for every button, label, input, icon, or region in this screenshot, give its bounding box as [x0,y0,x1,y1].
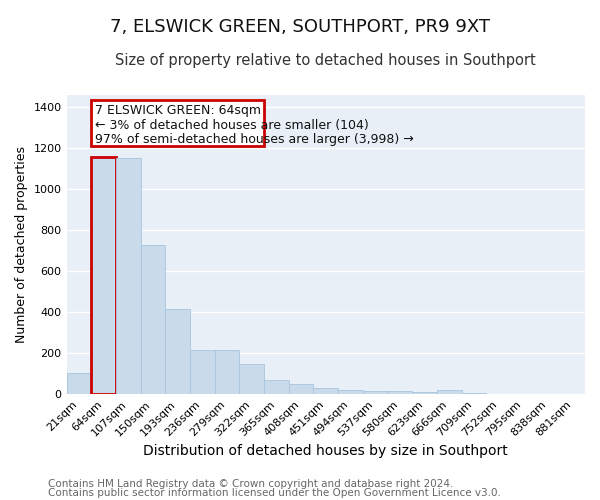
Bar [140,244,165,394]
Bar [289,384,313,394]
Bar [239,364,264,394]
Y-axis label: Number of detached properties: Number of detached properties [15,146,28,343]
Bar [190,350,215,394]
Bar [338,390,363,394]
Bar [412,392,437,394]
Bar [437,390,461,394]
Bar [91,156,116,394]
Text: Contains public sector information licensed under the Open Government Licence v3: Contains public sector information licen… [48,488,501,498]
Bar [388,392,412,394]
Text: ← 3% of detached houses are smaller (104): ← 3% of detached houses are smaller (104… [95,118,368,132]
X-axis label: Distribution of detached houses by size in Southport: Distribution of detached houses by size … [143,444,508,458]
Bar [264,380,289,394]
FancyBboxPatch shape [91,100,264,146]
Bar [215,350,239,394]
Bar [67,372,91,394]
Text: Contains HM Land Registry data © Crown copyright and database right 2024.: Contains HM Land Registry data © Crown c… [48,479,454,489]
Bar [313,388,338,394]
Bar [116,158,140,394]
Bar [363,391,388,394]
Text: 97% of semi-detached houses are larger (3,998) →: 97% of semi-detached houses are larger (… [95,134,413,146]
Title: Size of property relative to detached houses in Southport: Size of property relative to detached ho… [115,52,536,68]
Text: 7, ELSWICK GREEN, SOUTHPORT, PR9 9XT: 7, ELSWICK GREEN, SOUTHPORT, PR9 9XT [110,18,490,36]
Bar [165,309,190,394]
Text: 7 ELSWICK GREEN: 64sqm: 7 ELSWICK GREEN: 64sqm [95,104,261,117]
